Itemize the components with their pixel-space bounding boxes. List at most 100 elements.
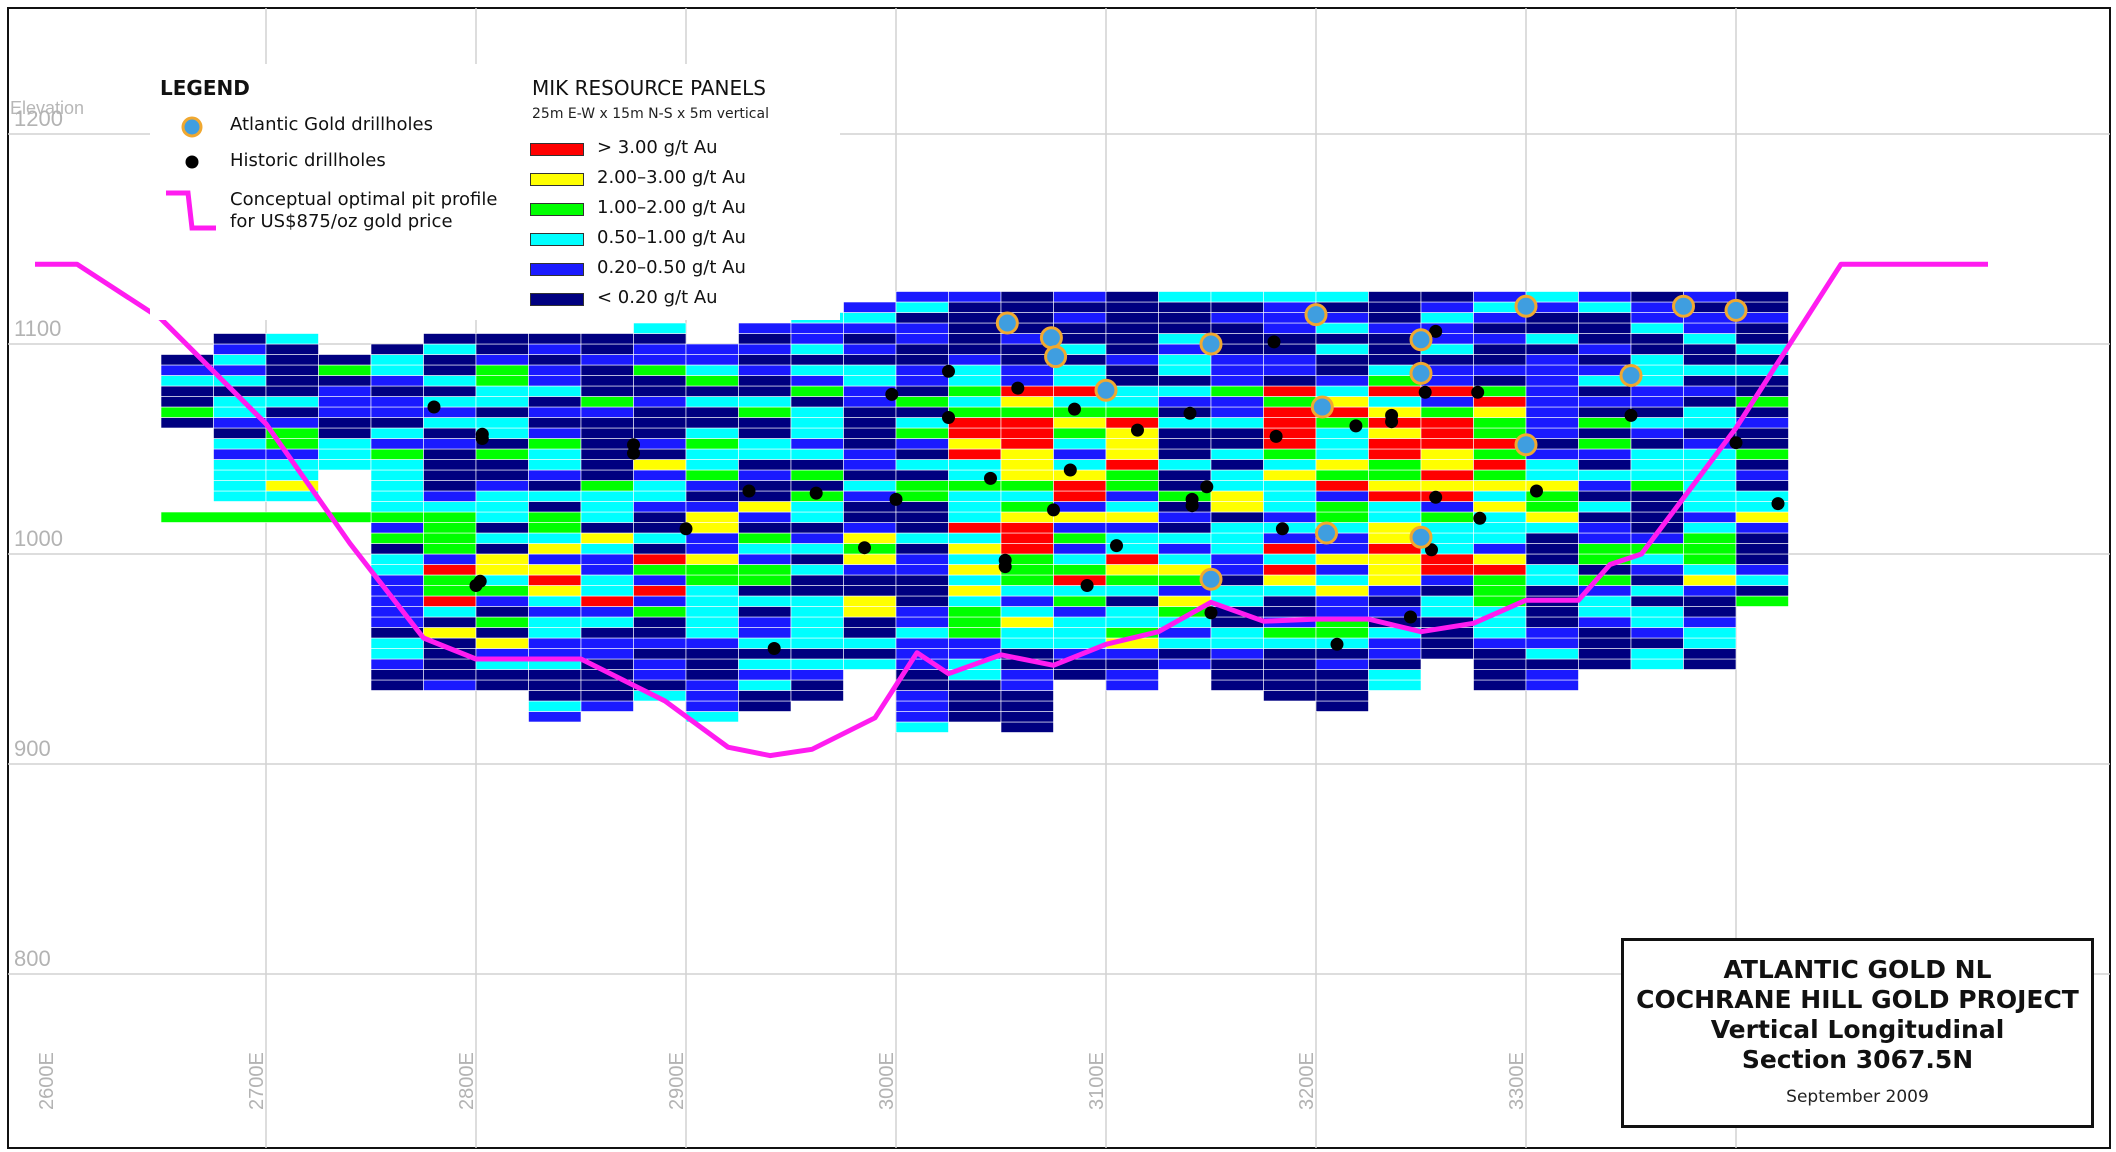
resource-panel-block — [843, 301, 897, 313]
resource-panel-block — [1525, 616, 1579, 628]
resource-panel-block — [318, 417, 372, 429]
resource-panel-block — [1578, 343, 1632, 355]
resource-panel-block — [738, 343, 792, 355]
resource-panel-block — [1053, 522, 1107, 534]
resource-panel-block — [738, 595, 792, 607]
resource-panel-block — [580, 459, 634, 471]
resource-panel-block — [948, 637, 1002, 649]
resource-panel-block — [213, 427, 267, 439]
title-project: COCHRANE HILL GOLD PROJECT — [1636, 985, 2079, 1014]
resource-panel-block — [1000, 438, 1054, 450]
resource-panel-block — [895, 406, 949, 418]
resource-panel-block — [685, 700, 739, 712]
resource-panel-block — [160, 385, 214, 397]
resource-panel-block — [1368, 658, 1422, 670]
resource-panel-block — [843, 532, 897, 544]
resource-panel-block — [528, 427, 582, 439]
resource-panel-block — [895, 616, 949, 628]
resource-panel-block — [1210, 291, 1264, 303]
resource-panel-block — [1420, 448, 1474, 460]
resource-panel-block — [685, 469, 739, 481]
resource-panel-block — [948, 606, 1002, 618]
resource-panel-block — [633, 364, 687, 376]
resource-panel-block — [160, 406, 214, 418]
resource-panel-block — [1158, 511, 1212, 523]
historic-drillhole-marker — [1771, 497, 1785, 511]
resource-panel-block — [1578, 417, 1632, 429]
resource-panel-block — [685, 501, 739, 513]
resource-panel-block — [580, 364, 634, 376]
resource-panel-block — [843, 627, 897, 639]
resource-panel-block — [1473, 459, 1527, 471]
resource-panel-block — [1000, 543, 1054, 555]
resource-panel-block — [1053, 459, 1107, 471]
resource-panel-block — [1105, 469, 1159, 481]
resource-panel-block — [633, 459, 687, 471]
atlantic-drillhole-marker — [1672, 294, 1695, 318]
resource-panel-block — [1368, 574, 1422, 586]
resource-panel-block — [1000, 511, 1054, 523]
resource-panel-block — [1000, 522, 1054, 534]
resource-panel-block — [685, 375, 739, 387]
resource-panel-block — [1683, 595, 1737, 607]
resource-panel-block — [895, 637, 949, 649]
resource-panel-block — [1473, 396, 1527, 408]
resource-panel-block — [1000, 469, 1054, 481]
legend-pit-label-1: Conceptual optimal pit profile — [230, 189, 498, 210]
resource-panel-block — [1473, 322, 1527, 334]
resource-panel-block — [685, 448, 739, 460]
resource-panel-block — [1263, 448, 1317, 460]
resource-panel-block — [948, 438, 1002, 450]
resource-panel-block — [1368, 469, 1422, 481]
resource-panel-block — [528, 417, 582, 429]
grade-label: > 3.00 g/t Au — [597, 137, 718, 158]
resource-panel-block — [1683, 637, 1737, 649]
resource-panel-block — [1735, 595, 1789, 607]
resource-panel-block — [895, 459, 949, 471]
resource-panel-block — [633, 648, 687, 660]
resource-panel-block — [1263, 637, 1317, 649]
grade-swatch — [530, 203, 584, 216]
resource-panel-block — [1630, 616, 1684, 628]
resource-panel-block — [265, 417, 319, 429]
resource-panel-block — [895, 322, 949, 334]
resource-panel-block — [213, 333, 267, 345]
resource-panel-block — [423, 606, 477, 618]
resource-panel-block — [1735, 438, 1789, 450]
resource-panel-block — [1525, 385, 1579, 397]
resource-panel-block — [475, 375, 529, 387]
resource-panel-block — [895, 343, 949, 355]
resource-panel-block — [528, 532, 582, 544]
resource-panel-block — [1368, 490, 1422, 502]
resource-panel-block — [738, 543, 792, 555]
resource-panel-block — [1578, 301, 1632, 313]
resource-panel-block — [318, 438, 372, 450]
resource-panel-block — [1105, 448, 1159, 460]
resource-panel-block — [580, 385, 634, 397]
resource-panel-block — [1210, 301, 1264, 313]
resource-panel-block — [1578, 522, 1632, 534]
resource-panel-block — [790, 396, 844, 408]
resource-panel-block — [738, 385, 792, 397]
resource-panel-block — [1578, 595, 1632, 607]
resource-panel-block — [1105, 564, 1159, 576]
resource-panel-block — [475, 595, 529, 607]
resource-panel-block — [948, 291, 1002, 303]
historic-drillhole-marker — [998, 560, 1012, 574]
resource-panel-block — [528, 396, 582, 408]
resource-panel-block — [1683, 385, 1737, 397]
resource-panel-block — [1158, 322, 1212, 334]
resource-panel-block — [1473, 417, 1527, 429]
resource-panel-block — [1158, 658, 1212, 670]
resource-panel-block — [895, 679, 949, 691]
resource-panel-block — [1630, 511, 1684, 523]
resource-panel-block — [1158, 375, 1212, 387]
resource-panel-block — [318, 427, 372, 439]
resource-panel-block — [423, 627, 477, 639]
historic-drillhole-marker — [984, 471, 997, 485]
resource-panel-block — [265, 354, 319, 366]
resource-panel-block — [213, 480, 267, 492]
resource-panel-block — [1683, 616, 1737, 628]
resource-panel-block — [843, 448, 897, 460]
resource-panel-block — [1368, 553, 1422, 565]
